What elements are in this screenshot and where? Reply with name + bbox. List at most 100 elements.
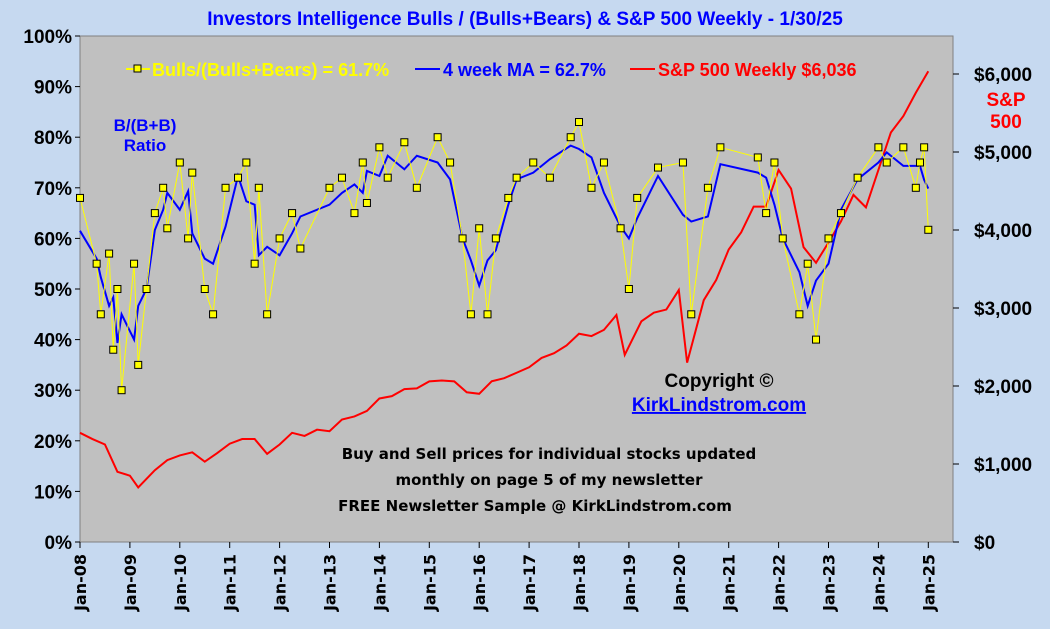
x-tick-label: Jan-20 xyxy=(670,554,689,612)
left-tick-label: 80% xyxy=(34,128,72,149)
bulls-ratio-point xyxy=(134,360,143,369)
bulls-ratio-point xyxy=(803,259,812,268)
bulls-ratio-point xyxy=(163,224,172,233)
bulls-ratio-point xyxy=(824,234,833,243)
bulls-ratio-point xyxy=(350,209,359,218)
plot-area xyxy=(79,35,954,543)
moving-average-line xyxy=(79,144,930,344)
bulls-ratio-point xyxy=(566,133,575,142)
bulls-ratio-point xyxy=(142,285,151,293)
x-tick-label: Jan-10 xyxy=(171,554,190,612)
legend-sp: S&P 500 Weekly $6,036 xyxy=(658,60,856,80)
bulls-ratio-point xyxy=(375,143,384,152)
right-axis-label-2: 500 xyxy=(990,112,1022,133)
bulls-ratio-point xyxy=(234,173,243,182)
bulls-ratio-point xyxy=(184,234,193,243)
left-tick-label: 20% xyxy=(34,432,72,453)
x-tick-label: Jan-16 xyxy=(470,554,489,612)
bulls-ratio-point xyxy=(687,310,696,319)
bulls-ratio-point xyxy=(150,209,159,218)
bulls-ratio-point xyxy=(483,310,492,319)
x-tick-label: Jan-22 xyxy=(770,554,789,612)
bulls-ratio-point xyxy=(920,143,929,152)
legend-bulls-marker xyxy=(133,64,142,73)
right-axis-label-1: S&P xyxy=(986,90,1025,111)
bulls-ratio-point xyxy=(545,173,554,182)
bulls-ratio-point xyxy=(616,224,625,233)
bulls-ratio-point xyxy=(512,173,521,182)
bulls-ratio-line xyxy=(79,120,929,391)
bulls-ratio-point xyxy=(188,168,197,177)
left-tick-label: 70% xyxy=(34,179,72,200)
bulls-ratio-point xyxy=(358,158,367,167)
bulls-ratio-point xyxy=(633,193,642,202)
right-tick-label: $0 xyxy=(974,533,995,554)
left-tick-label: 10% xyxy=(34,482,72,503)
bulls-ratio-point xyxy=(400,138,409,147)
right-tick-label: $4,000 xyxy=(974,221,1032,242)
bulls-ratio-point xyxy=(209,310,218,319)
bulls-ratio-point xyxy=(812,335,821,344)
right-tick-label: $3,000 xyxy=(974,299,1032,320)
bulls-ratio-point xyxy=(362,198,371,207)
bulls-ratio-point xyxy=(446,158,455,167)
x-tick-label: Jan-23 xyxy=(820,554,839,612)
bulls-ratio-point xyxy=(924,225,933,234)
x-tick-label: Jan-17 xyxy=(520,554,539,612)
bulls-ratio-point xyxy=(778,234,787,243)
left-axis-label-1: B/(B+B) xyxy=(114,116,177,135)
right-tick-label: $1,000 xyxy=(974,455,1032,476)
bulls-ratio-point xyxy=(250,259,259,268)
x-tick-label: Jan-13 xyxy=(321,554,340,612)
bulls-ratio-point xyxy=(599,158,608,167)
bulls-ratio-point xyxy=(383,173,392,182)
bulls-ratio-point xyxy=(96,310,105,319)
bulls-ratio-point xyxy=(899,143,908,152)
bulls-ratio-point xyxy=(491,234,500,243)
bulls-ratio-point xyxy=(654,163,663,172)
bulls-ratio-point xyxy=(703,183,712,192)
bulls-ratio-point xyxy=(130,259,139,268)
left-tick-label: 60% xyxy=(34,229,72,250)
x-tick-label: Jan-19 xyxy=(620,554,639,612)
bulls-ratio-point xyxy=(412,183,421,192)
bulls-ratio-point xyxy=(275,234,284,243)
bulls-ratio-point xyxy=(263,310,272,319)
sp500-line xyxy=(79,70,930,489)
bulls-ratio-point xyxy=(529,158,538,167)
x-tick-label: Jan-21 xyxy=(720,554,739,612)
left-tick-label: 0% xyxy=(45,533,73,554)
bulls-ratio-point xyxy=(325,183,334,192)
bulls-ratio-point xyxy=(92,259,101,268)
left-tick-label: 100% xyxy=(23,27,72,48)
x-tick-label: Jan-11 xyxy=(221,554,240,612)
website-link[interactable]: KirkLindstrom.com xyxy=(632,395,806,416)
bulls-ratio-point xyxy=(296,244,305,253)
bulls-ratio-point xyxy=(795,310,804,319)
x-tick-label: Jan-09 xyxy=(121,554,140,612)
bulls-ratio-point xyxy=(254,183,263,192)
left-tick-label: 50% xyxy=(34,280,72,301)
bulls-ratio-point xyxy=(221,183,230,192)
bulls-ratio-point xyxy=(836,209,845,218)
left-tick-label: 90% xyxy=(34,78,72,99)
bulls-ratio-point xyxy=(458,234,467,243)
bulls-ratio-point xyxy=(575,118,583,127)
bulls-ratio-point xyxy=(117,386,126,395)
legend-ma: 4 week MA = 62.7% xyxy=(443,60,606,80)
bulls-ratio-point xyxy=(504,193,513,202)
bulls-ratio-point xyxy=(76,193,84,202)
bulls-ratio-point xyxy=(113,285,122,293)
note-line-1: Buy and Sell prices for individual stock… xyxy=(342,445,757,463)
note-line-2: monthly on page 5 of my newsletter xyxy=(395,471,703,489)
x-tick-label: Jan-24 xyxy=(869,554,888,612)
bulls-ratio-point xyxy=(337,173,346,182)
x-tick-label: Jan-18 xyxy=(570,554,589,612)
x-tick-label: Jan-15 xyxy=(420,554,439,612)
bulls-ratio-point xyxy=(915,158,924,167)
bulls-ratio-point xyxy=(175,158,184,167)
x-tick-label: Jan-25 xyxy=(919,554,938,612)
note-line-3: FREE Newsletter Sample @ KirkLindstrom.c… xyxy=(338,497,732,515)
right-tick-label: $5,000 xyxy=(974,143,1032,164)
left-tick-label: 30% xyxy=(34,381,72,402)
